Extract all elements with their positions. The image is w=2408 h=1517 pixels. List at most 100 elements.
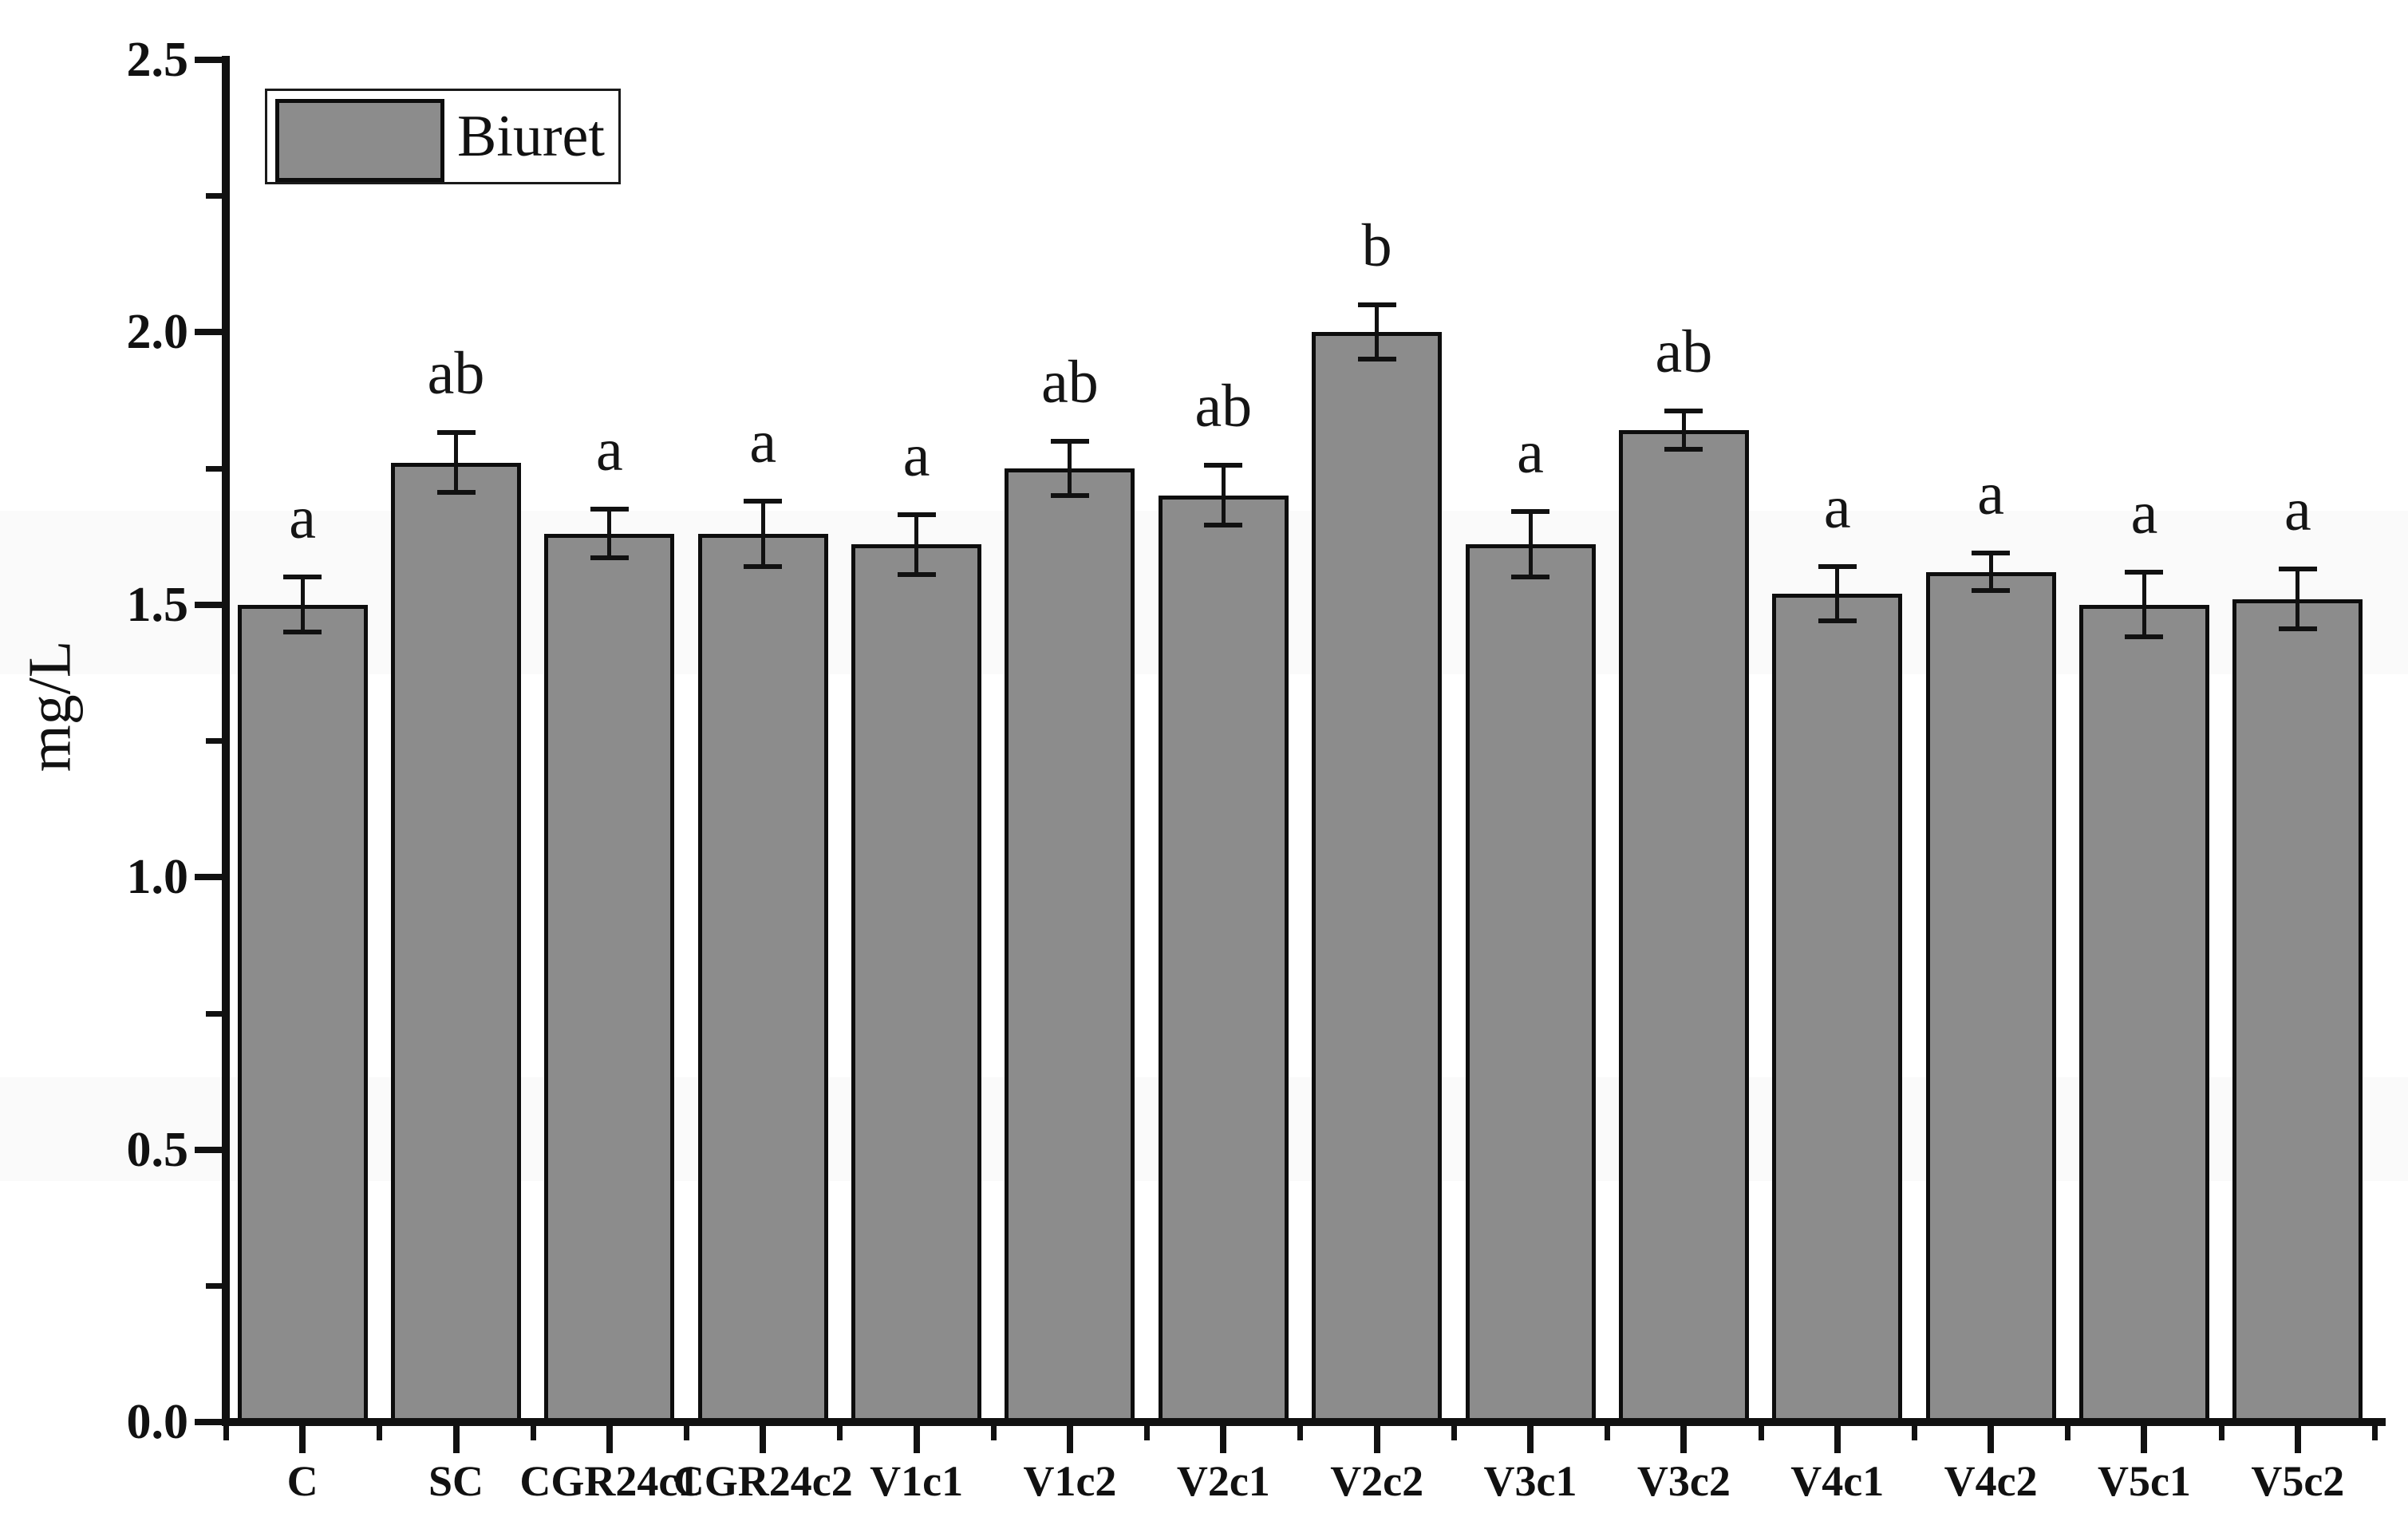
y-tick-label-1.5: 1.5	[126, 577, 189, 632]
bar-V5c2	[2232, 599, 2363, 1425]
y-tick-major-2.5	[195, 56, 222, 63]
error-bar-bottom-cap-SC	[436, 490, 476, 496]
x-tick-major-CGR24c1	[606, 1426, 613, 1453]
y-tick-minor	[206, 1283, 222, 1290]
bar-V3c2	[1618, 429, 1749, 1425]
bar-SC	[391, 462, 522, 1425]
x-tick-major-V2c1	[1220, 1426, 1227, 1453]
sig-letter-V5c2: a	[2284, 476, 2311, 544]
error-bar-V4c2	[1988, 552, 1993, 591]
bar-V2c1	[1158, 495, 1289, 1425]
error-bar-top-cap-V3c1	[1511, 509, 1550, 515]
x-tick-major-V5c2	[2294, 1426, 2301, 1453]
y-tick-label-0.0: 0.0	[126, 1395, 189, 1449]
error-bar-V2c1	[1221, 465, 1226, 526]
y-tick-major-0.5	[195, 1146, 222, 1153]
sig-letter-CGR24c1: a	[596, 416, 623, 484]
x-tick-minor	[990, 1426, 997, 1440]
sig-letter-V1c1: a	[902, 421, 930, 489]
error-bar-bottom-cap-V3c1	[1511, 575, 1550, 580]
x-tick-label-SC: SC	[428, 1457, 484, 1505]
error-bar-top-cap-V1c1	[897, 512, 936, 517]
x-tick-label-CGR24c2: CGR24c2	[673, 1457, 853, 1505]
bar-CGR24c2	[697, 533, 828, 1425]
x-tick-major-CGR24c2	[760, 1426, 767, 1453]
error-bar-top-cap-CGR24c1	[590, 506, 629, 512]
error-bar-bottom-cap-V1c2	[1050, 492, 1089, 498]
bar-V4c2	[1925, 571, 2056, 1425]
x-tick-major-SC	[452, 1426, 460, 1453]
x-tick-minor	[377, 1426, 383, 1440]
bar-C	[237, 604, 368, 1425]
error-bar-bottom-cap-V5c1	[2125, 634, 2164, 640]
error-bar-CGR24c1	[607, 508, 612, 559]
x-tick-minor	[530, 1426, 536, 1440]
legend-label: Biuret	[457, 103, 605, 169]
y-tick-label-2.0: 2.0	[126, 305, 189, 359]
y-tick-major-2.0	[195, 329, 222, 335]
x-tick-minor	[837, 1426, 843, 1440]
x-tick-major-C	[299, 1426, 306, 1453]
x-tick-major-V3c2	[1680, 1426, 1688, 1453]
error-bar-top-cap-V4c2	[1972, 550, 2011, 555]
x-tick-minor	[1297, 1426, 1304, 1440]
x-tick-major-V5c1	[2141, 1426, 2148, 1453]
sig-letter-V5c1: a	[2130, 479, 2158, 547]
error-bar-bottom-cap-V1c1	[897, 571, 936, 577]
sig-letter-V3c1: a	[1517, 419, 1544, 487]
sig-letter-SC: ab	[427, 340, 485, 408]
error-bar-bottom-cap-V4c2	[1972, 588, 2011, 594]
x-tick-major-V1c1	[913, 1426, 920, 1453]
x-tick-label-CGR24c1: CGR24c1	[519, 1457, 700, 1505]
error-bar-V1c1	[914, 514, 919, 575]
y-tick-minor	[206, 465, 222, 472]
x-tick-minor	[684, 1426, 690, 1440]
sig-letter-V2c1: ab	[1194, 373, 1253, 440]
sig-letter-V2c2: b	[1361, 211, 1392, 279]
x-tick-minor	[2371, 1426, 2378, 1440]
bar-V4c1	[1772, 593, 1903, 1425]
error-bar-bottom-cap-CGR24c2	[744, 563, 783, 569]
error-bar-bottom-cap-C	[283, 629, 322, 634]
bar-V1c2	[1005, 468, 1135, 1425]
x-tick-minor	[2065, 1426, 2071, 1440]
error-bar-top-cap-CGR24c2	[744, 498, 783, 504]
x-tick-label-V3c2: V3c2	[1636, 1457, 1731, 1505]
error-bar-top-cap-V3c2	[1664, 409, 1703, 414]
error-bar-C	[300, 577, 305, 632]
error-bar-V3c2	[1681, 411, 1686, 449]
y-axis-title: mg/L	[16, 640, 84, 772]
error-bar-top-cap-SC	[436, 430, 476, 436]
error-bar-top-cap-C	[283, 575, 322, 580]
legend: Biuret	[265, 89, 621, 184]
error-bar-bottom-cap-V4c1	[1818, 618, 1857, 623]
x-tick-label-V1c1: V1c1	[870, 1457, 964, 1505]
y-tick-label-1.0: 1.0	[126, 850, 189, 904]
error-bar-top-cap-V1c2	[1050, 438, 1089, 444]
error-bar-top-cap-V5c1	[2125, 569, 2164, 575]
x-tick-label-V4c1: V4c1	[1790, 1457, 1885, 1505]
x-tick-minor	[1451, 1426, 1457, 1440]
error-bar-V2c2	[1375, 304, 1380, 360]
error-bar-top-cap-V2c2	[1357, 302, 1396, 307]
x-tick-minor	[1605, 1426, 1611, 1440]
error-bar-top-cap-V2c1	[1204, 463, 1243, 468]
sig-letter-C: a	[289, 484, 317, 552]
error-bar-SC	[454, 433, 459, 493]
x-tick-label-V2c1: V2c1	[1176, 1457, 1270, 1505]
error-bar-V5c1	[2142, 571, 2146, 638]
x-tick-label-V4c2: V4c2	[1944, 1457, 2038, 1505]
x-tick-major-V3c1	[1527, 1426, 1534, 1453]
x-tick-minor	[1911, 1426, 1917, 1440]
error-bar-V1c2	[1068, 440, 1072, 496]
error-bar-top-cap-V4c1	[1818, 563, 1857, 569]
error-bar-V5c2	[2295, 569, 2300, 630]
x-tick-label-V2c2: V2c2	[1330, 1457, 1424, 1505]
sig-letter-V1c2: ab	[1041, 348, 1099, 416]
sig-letter-V4c2: a	[1977, 460, 2004, 527]
x-tick-major-V2c2	[1373, 1426, 1380, 1453]
x-axis-line	[222, 1418, 2386, 1426]
sig-letter-V3c2: ab	[1655, 318, 1713, 386]
error-bar-bottom-cap-V2c2	[1357, 357, 1396, 362]
